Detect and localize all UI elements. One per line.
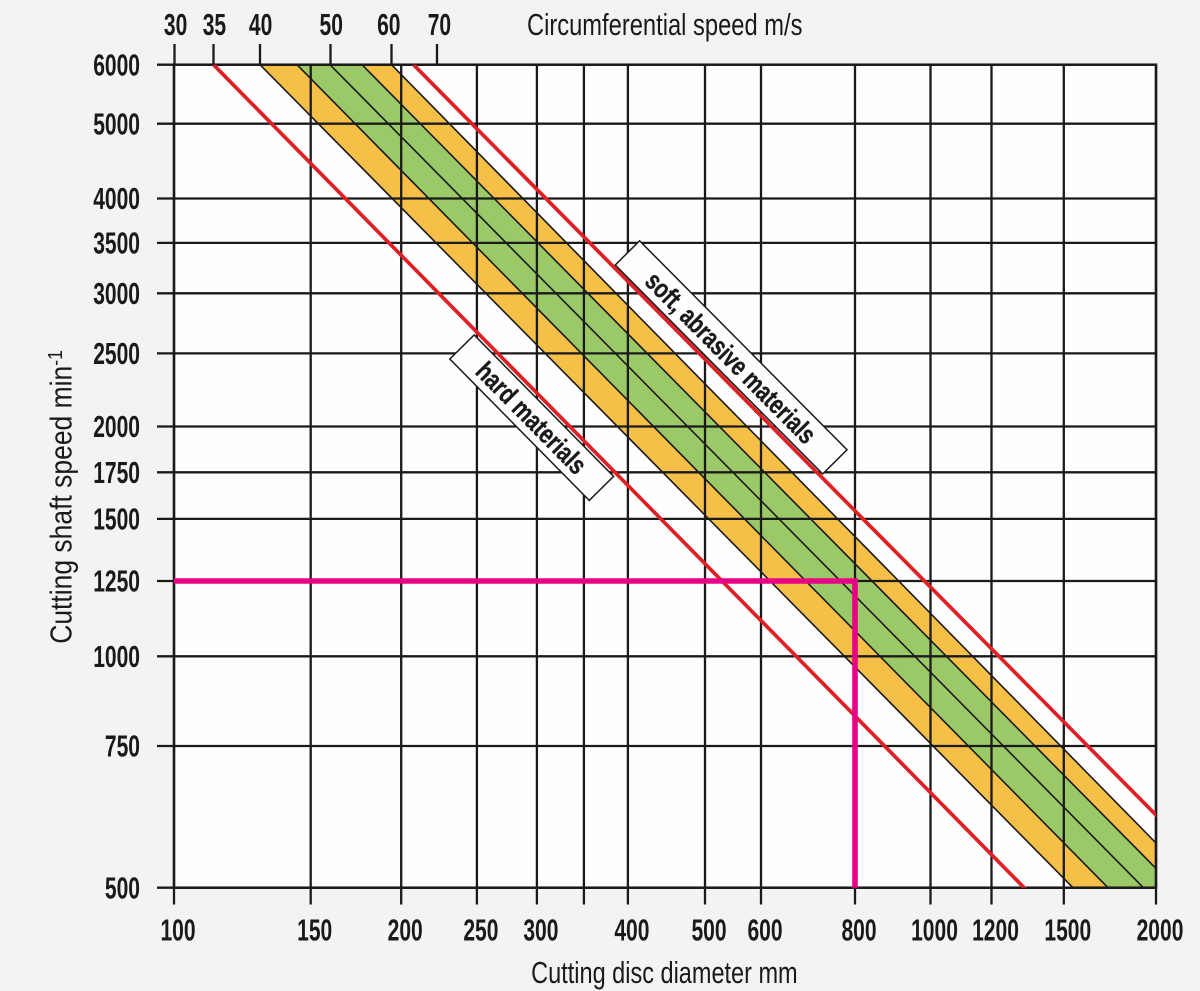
svg-text:1250: 1250: [93, 564, 140, 599]
svg-text:1200: 1200: [972, 913, 1019, 948]
svg-text:250: 250: [463, 913, 498, 948]
svg-text:800: 800: [841, 913, 876, 948]
svg-text:1000: 1000: [911, 913, 958, 948]
svg-text:1000: 1000: [93, 639, 140, 674]
svg-text:300: 300: [523, 913, 558, 948]
svg-text:40: 40: [249, 7, 272, 42]
svg-text:3500: 3500: [93, 226, 140, 261]
svg-text:60: 60: [377, 7, 400, 42]
svg-text:30: 30: [164, 7, 187, 42]
svg-text:200: 200: [388, 913, 423, 948]
svg-text:5000: 5000: [93, 106, 140, 141]
svg-text:2000: 2000: [1137, 913, 1184, 948]
svg-text:150: 150: [297, 913, 332, 948]
svg-text:1500: 1500: [1044, 913, 1091, 948]
svg-text:600: 600: [747, 913, 782, 948]
svg-text:35: 35: [203, 7, 226, 42]
svg-text:750: 750: [105, 729, 140, 764]
svg-text:100: 100: [160, 913, 195, 948]
svg-text:Cutting disc diameter mm: Cutting disc diameter mm: [531, 955, 797, 990]
svg-text:1500: 1500: [93, 502, 140, 537]
svg-text:1750: 1750: [93, 455, 140, 490]
svg-text:Cutting shaft speed min-1: Cutting shaft speed min-1: [44, 350, 79, 644]
svg-text:70: 70: [428, 7, 451, 42]
svg-text:3000: 3000: [93, 276, 140, 311]
svg-text:6000: 6000: [93, 47, 140, 82]
svg-text:4000: 4000: [93, 181, 140, 216]
svg-text:2000: 2000: [93, 409, 140, 444]
svg-text:400: 400: [614, 913, 649, 948]
svg-text:50: 50: [319, 7, 342, 42]
svg-text:Circumferential speed m/s: Circumferential speed m/s: [527, 7, 802, 42]
svg-text:500: 500: [691, 913, 726, 948]
svg-text:2500: 2500: [93, 336, 140, 371]
svg-text:500: 500: [105, 870, 140, 905]
